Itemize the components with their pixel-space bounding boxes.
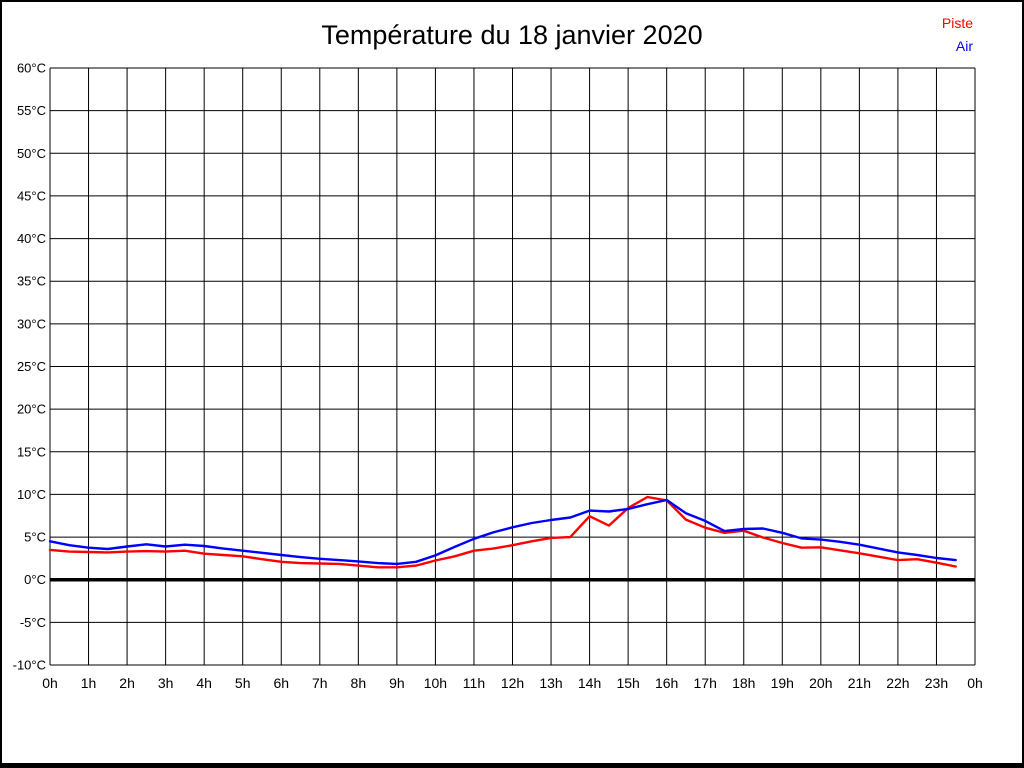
x-tick-label: 7h bbox=[312, 675, 328, 691]
y-tick-label: 25°C bbox=[17, 359, 46, 374]
x-tick-label: 20h bbox=[809, 675, 832, 691]
y-tick-label: 30°C bbox=[17, 316, 46, 331]
y-tick-label: 15°C bbox=[17, 444, 46, 459]
x-tick-label: 8h bbox=[351, 675, 367, 691]
y-tick-label: 60°C bbox=[17, 61, 46, 76]
y-tick-label: 40°C bbox=[17, 231, 46, 246]
series-line-air bbox=[48, 498, 957, 566]
x-tick-label: 21h bbox=[848, 675, 871, 691]
y-tick-label: 5°C bbox=[24, 530, 46, 545]
x-tick-label: 1h bbox=[81, 675, 97, 691]
y-tick-label: 50°C bbox=[17, 146, 46, 161]
x-tick-label: 3h bbox=[158, 675, 174, 691]
legend: Piste Air bbox=[942, 12, 973, 58]
x-tick-label: 17h bbox=[694, 675, 717, 691]
y-tick-label: -10°C bbox=[13, 658, 46, 673]
legend-item-piste: Piste bbox=[941, 15, 973, 31]
y-tick-label: 20°C bbox=[17, 402, 46, 417]
y-tick-label: 55°C bbox=[17, 103, 46, 118]
x-tick-label: 5h bbox=[235, 675, 251, 691]
y-tick-label: 35°C bbox=[17, 274, 46, 289]
x-tick-label: 22h bbox=[886, 675, 909, 691]
x-tick-label: 12h bbox=[501, 675, 524, 691]
x-tick-label: 0h bbox=[42, 675, 58, 691]
y-tick-label: 10°C bbox=[17, 487, 46, 502]
y-tick-label: -5°C bbox=[20, 615, 46, 630]
legend-item-air: Air bbox=[955, 38, 973, 54]
y-tick-label: 45°C bbox=[17, 188, 46, 203]
x-tick-label: 6h bbox=[273, 675, 289, 691]
x-tick-label: 13h bbox=[539, 675, 562, 691]
x-tick-label: 18h bbox=[732, 675, 755, 691]
x-tick-label: 23h bbox=[925, 675, 948, 691]
chart-title: Température du 18 janvier 2020 bbox=[321, 20, 703, 50]
x-tick-label: 10h bbox=[424, 675, 447, 691]
series-line-piste bbox=[48, 495, 957, 569]
x-tick-label: 19h bbox=[771, 675, 794, 691]
x-tick-label: 16h bbox=[655, 675, 678, 691]
x-tick-label: 14h bbox=[578, 675, 601, 691]
x-tick-label: 0h bbox=[967, 675, 983, 691]
x-tick-label: 2h bbox=[119, 675, 135, 691]
y-tick-label: 0°C bbox=[24, 572, 46, 587]
x-tick-label: 4h bbox=[196, 675, 212, 691]
x-tick-label: 11h bbox=[463, 675, 485, 691]
x-tick-label: 9h bbox=[389, 675, 405, 691]
x-tick-label: 15h bbox=[616, 675, 639, 691]
